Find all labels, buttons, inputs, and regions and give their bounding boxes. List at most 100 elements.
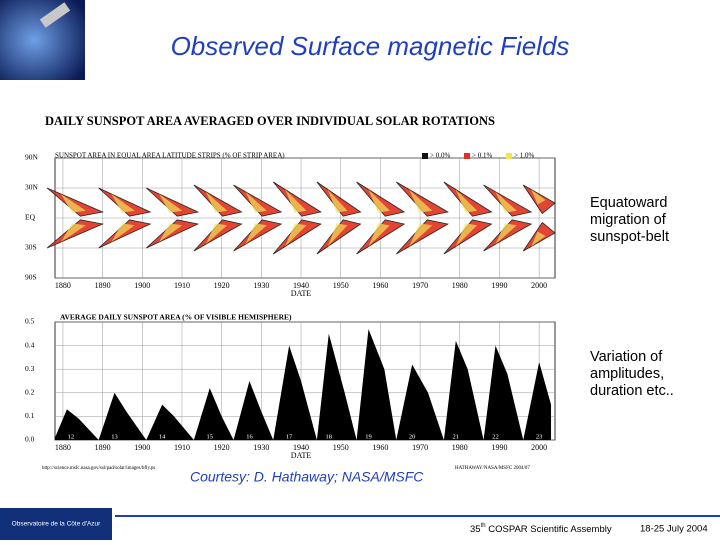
butterfly-core xyxy=(368,189,390,213)
x-tick-label: 1890 xyxy=(95,281,111,290)
footer-logo xyxy=(0,508,112,540)
butterfly-wing xyxy=(233,219,283,252)
x-tick-label: 1910 xyxy=(174,443,190,452)
cycle-label: 21 xyxy=(453,433,460,440)
y-tick-label: 0.5 xyxy=(25,317,35,326)
note: Variation of amplitudes, duration etc.. xyxy=(590,349,674,399)
x-tick-label: 1970 xyxy=(412,443,428,452)
cycle-label: 16 xyxy=(246,433,253,440)
x-tick-label: 1980 xyxy=(452,443,468,452)
y-tick-label: 0.4 xyxy=(25,340,35,349)
butterfly-core xyxy=(285,223,307,247)
butterfly-wing xyxy=(443,181,493,217)
y-tick-label: 30S xyxy=(25,243,37,252)
x-tick-label: 1960 xyxy=(372,443,388,452)
y-tick-label: EQ xyxy=(25,213,36,222)
chart-title: SUNSPOT AREA IN EQUAL AREA LATITUDE STRI… xyxy=(55,152,285,160)
butterfly-wing xyxy=(146,187,200,217)
footer-ordinal: 35 xyxy=(470,524,481,535)
legend-swatch xyxy=(464,153,470,159)
x-tick-label: 1970 xyxy=(412,281,428,290)
note: Equatoward migration of sunspot-belt xyxy=(590,195,669,245)
butterfly-core xyxy=(111,223,135,242)
footer-logo-text: Observatoire de la Côte d'Azur xyxy=(12,521,102,528)
butterfly-wing xyxy=(272,219,322,255)
x-tick-label: 1950 xyxy=(333,443,349,452)
butterfly-wing xyxy=(483,219,533,252)
butterfly-wing xyxy=(193,184,243,217)
area xyxy=(55,329,552,440)
footer-event: 35th COSPAR Scientific Assembly xyxy=(470,523,612,535)
x-tick-label: 1900 xyxy=(134,443,150,452)
cycle-label: 19 xyxy=(365,433,372,440)
cycle-label: 20 xyxy=(409,433,416,440)
x-tick-label: 1920 xyxy=(214,443,230,452)
butterfly-core xyxy=(455,189,478,213)
butterfly-core xyxy=(531,189,546,205)
legend-label: > 0.1% xyxy=(472,152,492,160)
butterfly-wing xyxy=(356,181,406,217)
x-tick-label: 1940 xyxy=(293,281,309,290)
butterfly-core xyxy=(455,223,478,247)
cycle-label: 12 xyxy=(68,433,75,440)
slide-title: Observed Surface magnetic Fields xyxy=(171,31,570,61)
x-tick-label: 1890 xyxy=(95,443,111,452)
butterfly-core xyxy=(205,223,228,245)
y-tick-label: 0.2 xyxy=(25,388,35,397)
x-tick-label: 1880 xyxy=(55,443,71,452)
note-line: Variation of xyxy=(590,349,663,365)
x-tick-label: 2000 xyxy=(531,443,547,452)
note-line: migration of xyxy=(590,212,667,228)
y-tick-label: 90S xyxy=(25,273,37,282)
cycle-label: 18 xyxy=(326,433,333,440)
cycle-label: 23 xyxy=(536,433,543,440)
butterfly-core xyxy=(495,223,517,245)
cycle-label: 17 xyxy=(286,433,293,440)
butterfly-wing xyxy=(395,181,449,217)
figure-credit: HATHAWAY/NASA/MSFC 2004/07 xyxy=(455,466,530,471)
butterfly-wing xyxy=(395,219,449,255)
butterfly-wing xyxy=(272,181,322,217)
x-tick-label: 1930 xyxy=(253,281,269,290)
x-tick-label: 1920 xyxy=(214,281,230,290)
butterfly-wing xyxy=(316,219,362,255)
x-tick-label: 1950 xyxy=(333,281,349,290)
butterfly-core xyxy=(495,191,517,213)
y-tick-label: 0.3 xyxy=(25,364,35,373)
footer-dates: 18-25 July 2004 xyxy=(640,524,708,535)
butterfly-core xyxy=(111,194,135,213)
logo-satellite xyxy=(39,2,71,28)
x-tick-label: 1990 xyxy=(491,281,507,290)
x-tick-label: 1980 xyxy=(452,281,468,290)
figure-url: http://science.msfc.nasa.gov/ssl/pad/sol… xyxy=(42,466,155,471)
butterfly-wing xyxy=(146,219,200,249)
butterfly-wing xyxy=(46,187,104,217)
footer-event-name: COSPAR Scientific Assembly xyxy=(486,524,612,535)
logo-image xyxy=(0,0,85,80)
butterfly-core xyxy=(159,194,183,213)
butterfly-core xyxy=(531,231,546,247)
butterfly-wing xyxy=(233,184,283,217)
butterfly-core xyxy=(159,223,183,242)
butterfly-core xyxy=(285,189,307,213)
y-tick-label: 0.0 xyxy=(25,435,35,444)
butterfly-core xyxy=(368,223,390,247)
butterfly-wing xyxy=(193,219,243,252)
note-line: Equatoward xyxy=(590,195,667,211)
x-tick-label: 1990 xyxy=(491,443,507,452)
cycle-label: 13 xyxy=(111,433,118,440)
butterfly-core xyxy=(205,191,228,213)
x-tick-label: 1940 xyxy=(293,443,309,452)
x-axis-label: DATE xyxy=(291,451,312,460)
butterfly-core xyxy=(60,223,86,242)
butterfly-core xyxy=(409,223,433,247)
y-tick-label: 30N xyxy=(25,183,39,192)
butterfly-core xyxy=(245,191,267,213)
butterfly-core xyxy=(409,189,433,213)
butterfly-wing xyxy=(98,187,152,217)
x-tick-label: 2000 xyxy=(531,281,547,290)
butterfly-wing xyxy=(483,184,533,217)
y-tick-label: 90N xyxy=(25,153,39,162)
